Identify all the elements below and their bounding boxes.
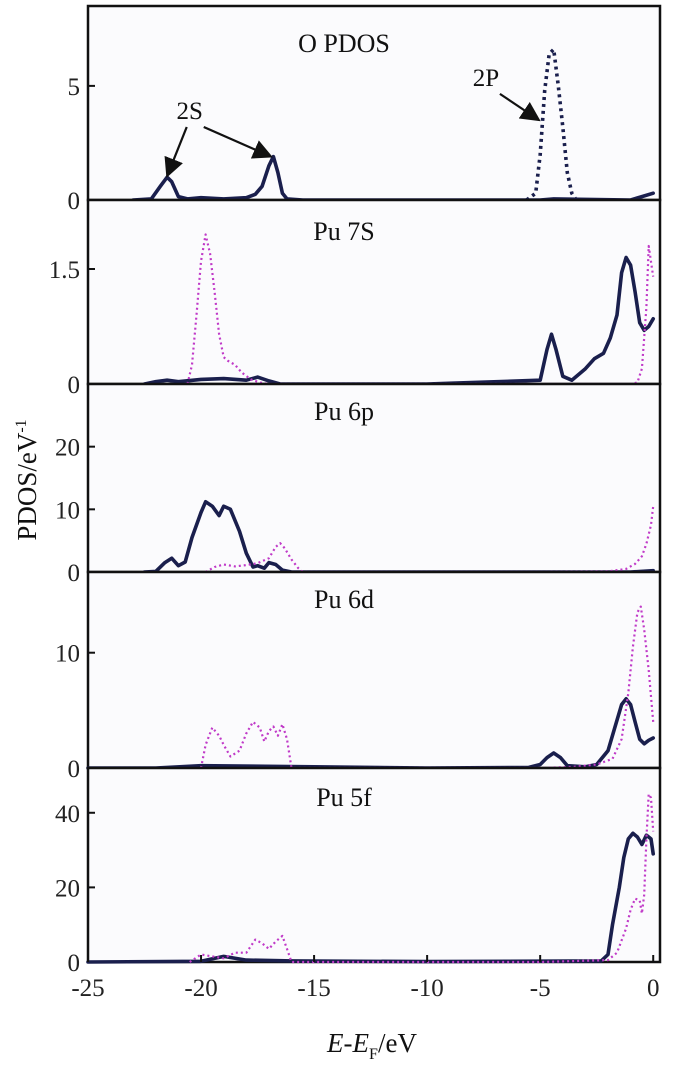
x-axis-title: E-EF/eV (326, 1028, 417, 1063)
annotation-label: 2P (473, 65, 499, 92)
series-line (86, 831, 655, 964)
y-tick-label: 10 (55, 641, 80, 668)
y-tick-label: 40 (55, 801, 80, 828)
panel-title: Pu 5f (316, 783, 372, 812)
annotation-label: 2S (177, 98, 203, 125)
panel-title: O PDOS (298, 29, 390, 58)
annotation-arrow (203, 125, 273, 159)
y-tick-label: 10 (55, 497, 80, 524)
panel-frame (86, 570, 662, 770)
panel-title: Pu 6p (314, 397, 374, 426)
x-tick-label: -25 (71, 975, 104, 1002)
y-axis-title-sup: -1 (13, 419, 30, 432)
x-axis-title-sub: F (369, 1046, 378, 1063)
y-tick-label: 0 (68, 756, 81, 783)
panel-title: Pu 7S (313, 217, 374, 246)
x-tick-label: -20 (184, 975, 217, 1002)
y-tick-label: 0 (68, 188, 81, 215)
y-tick-label: 1.5 (49, 257, 80, 284)
y-tick-label: 20 (55, 875, 80, 902)
panel-frame (86, 198, 662, 386)
series-line (189, 793, 655, 964)
series-line (199, 605, 655, 770)
panel-title: Pu 6d (314, 585, 374, 614)
panel-frame (86, 766, 662, 964)
annotation-arrow (499, 92, 541, 122)
y-tick-label: 0 (68, 372, 81, 399)
panel-pu-6p: 0 10 20 Pu 6p (55, 382, 662, 587)
x-axis-title-e2: E (352, 1028, 370, 1058)
x-axis-title-e: E (326, 1028, 344, 1058)
panel-pu-6d: 0 10 Pu 6d (55, 570, 662, 783)
x-tick-label: 0 (647, 975, 660, 1002)
y-axis-title-main: PDOS/eV (12, 432, 42, 541)
panel-frame (86, 4, 662, 202)
series-line (525, 47, 578, 202)
series-line (142, 255, 655, 386)
panel-frame (86, 382, 662, 574)
x-tick-label: -5 (530, 975, 551, 1002)
y-tick-label: 20 (55, 435, 80, 462)
panel-pu-7s: 0 1.5 Pu 7S (49, 198, 662, 399)
panel-o-pdos: 0 5 O PDOS 2S 2P (68, 4, 662, 215)
y-tick-label: 0 (68, 950, 81, 977)
y-tick-label: 5 (68, 74, 81, 101)
x-axis: -25 -20 -15 -10 -5 0 (71, 955, 659, 1002)
series-line (205, 506, 655, 574)
y-axis-title: PDOS/eV-1 (12, 419, 42, 540)
x-axis-title-dash: - (344, 1028, 353, 1058)
x-axis-title-unit: /eV (378, 1028, 417, 1058)
panel-pu-5f: 0 20 40 Pu 5f (55, 766, 662, 977)
annotation-arrow (164, 126, 188, 178)
x-tick-label: -15 (297, 975, 330, 1002)
x-tick-label: -10 (410, 975, 443, 1002)
y-tick-label: 0 (68, 560, 81, 587)
